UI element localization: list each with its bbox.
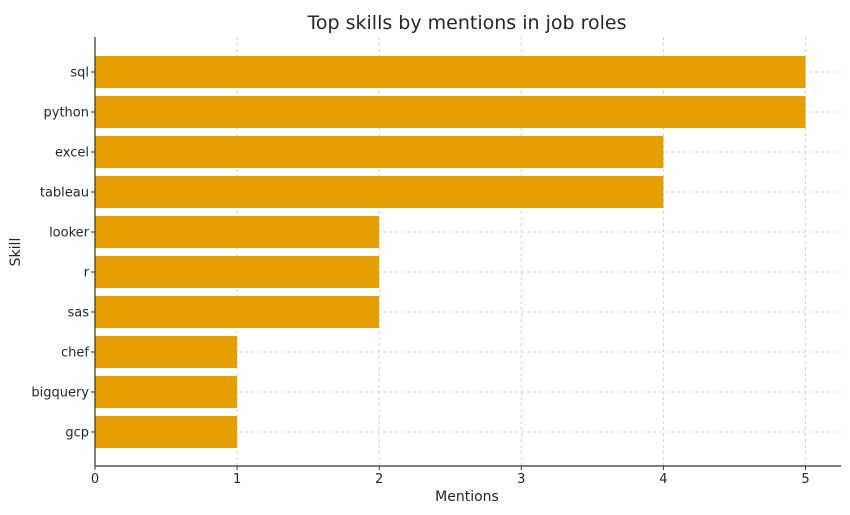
bar-sas [95, 296, 380, 328]
bar-r [95, 256, 380, 288]
y-axis-label: Skill [8, 238, 24, 267]
y-tick-label: bigquery [31, 386, 89, 401]
y-tick-label: r [84, 266, 90, 281]
x-tick-label: 0 [91, 472, 99, 487]
bar-excel [95, 136, 664, 168]
bar-python [95, 96, 806, 128]
y-tick-label: excel [55, 146, 89, 161]
chart-title: Top skills by mentions in job roles [307, 12, 627, 34]
bar-gcp [95, 416, 238, 448]
y-tick-label: tableau [40, 186, 89, 201]
y-tick-label: chef [61, 346, 89, 361]
bar-looker [95, 216, 380, 248]
x-tick-label: 1 [233, 472, 241, 487]
bars [95, 56, 806, 448]
bar-chef [95, 336, 238, 368]
x-tick-label: 4 [659, 472, 667, 487]
y-tick-label: looker [49, 226, 90, 241]
bar-bigquery [95, 376, 238, 408]
y-tick-label: python [44, 106, 89, 121]
y-tick-label: sas [67, 306, 89, 321]
y-tick-label: sql [70, 66, 89, 81]
y-tick-label: gcp [65, 426, 89, 441]
x-tick-label: 2 [375, 472, 383, 487]
x-axis-label: Mentions [435, 489, 499, 505]
tick-labels: 0 1 2 3 4 5 sql python excel tableau looker r sas che… [31, 66, 809, 488]
x-tick-label: 3 [517, 472, 525, 487]
bar-sql [95, 56, 806, 88]
bar-tableau [95, 176, 664, 208]
axes [91, 37, 841, 470]
x-tick-label: 5 [801, 472, 809, 487]
